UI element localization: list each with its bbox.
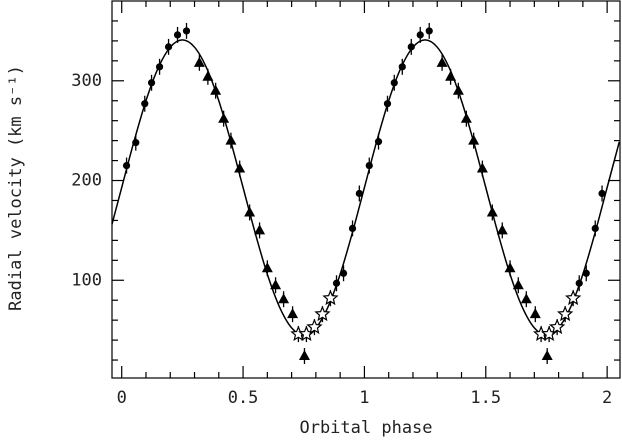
triangle-marker (496, 224, 508, 235)
triangle-marker (436, 56, 448, 67)
triangle-marker (254, 224, 266, 235)
star-marker (306, 318, 323, 335)
circle-marker (398, 63, 406, 71)
triangle-marker (261, 262, 273, 273)
circle-marker (132, 139, 140, 147)
y-tick-label: 100 (71, 270, 102, 290)
circle-marker (332, 279, 341, 287)
x-tick-label: 1.5 (470, 388, 501, 408)
triangle-marker (486, 206, 498, 217)
circle-marker (155, 63, 164, 71)
x-tick-label: 0.5 (228, 388, 259, 408)
y-axis-label: Radial velocity (km s⁻¹) (6, 65, 26, 311)
triangle-marker (210, 84, 222, 95)
triangle-marker (520, 293, 532, 304)
circle-marker (598, 189, 606, 198)
circle-marker (182, 27, 191, 35)
triangle-marker (193, 56, 205, 67)
circle-marker (582, 269, 590, 277)
triangle-marker (468, 134, 480, 145)
triangle-marker (541, 350, 553, 361)
triangle-marker (218, 112, 230, 123)
circle-marker (365, 161, 373, 170)
x-tick-label: 2 (602, 388, 612, 408)
star-marker (322, 289, 339, 306)
circle-marker (416, 31, 424, 39)
circle-marker (339, 269, 348, 277)
triangle-marker (225, 134, 237, 145)
x-axis-label: Orbital phase (299, 418, 432, 438)
plot-frame (111, 0, 621, 379)
circle-marker (374, 138, 383, 146)
star-marker (314, 305, 331, 322)
circle-marker (575, 279, 583, 287)
circle-marker (425, 27, 433, 35)
triangle-marker (529, 308, 541, 319)
triangle-marker (445, 70, 457, 81)
circle-marker (122, 161, 131, 170)
circle-marker (173, 31, 182, 39)
fit-curve (111, 39, 620, 336)
circle-marker (147, 79, 156, 87)
triangle-marker (452, 84, 464, 95)
triangle-marker (287, 308, 299, 319)
triangle-marker (504, 262, 516, 273)
circle-marker (390, 79, 398, 87)
y-tick-label: 300 (71, 71, 102, 91)
star-marker (557, 305, 574, 322)
triangle-marker (270, 279, 282, 290)
star-marker (565, 289, 582, 306)
triangle-marker (244, 206, 256, 217)
triangle-marker (202, 70, 214, 81)
y-tick-label: 200 (71, 171, 102, 191)
triangle-marker (460, 112, 472, 123)
star-marker (548, 318, 566, 335)
circle-marker (383, 100, 392, 108)
circle-marker (355, 189, 363, 198)
triangle-marker (234, 162, 246, 173)
circle-marker (591, 224, 599, 232)
triangle-marker (512, 279, 524, 290)
triangle-marker (278, 293, 290, 304)
triangle-marker (476, 162, 488, 173)
x-tick-label: 0 (117, 388, 127, 408)
circle-marker (141, 100, 149, 108)
circle-marker (348, 224, 357, 232)
circle-marker (164, 43, 173, 51)
triangle-marker (298, 350, 310, 361)
circle-marker (407, 43, 415, 51)
x-tick-label: 1 (359, 388, 369, 408)
